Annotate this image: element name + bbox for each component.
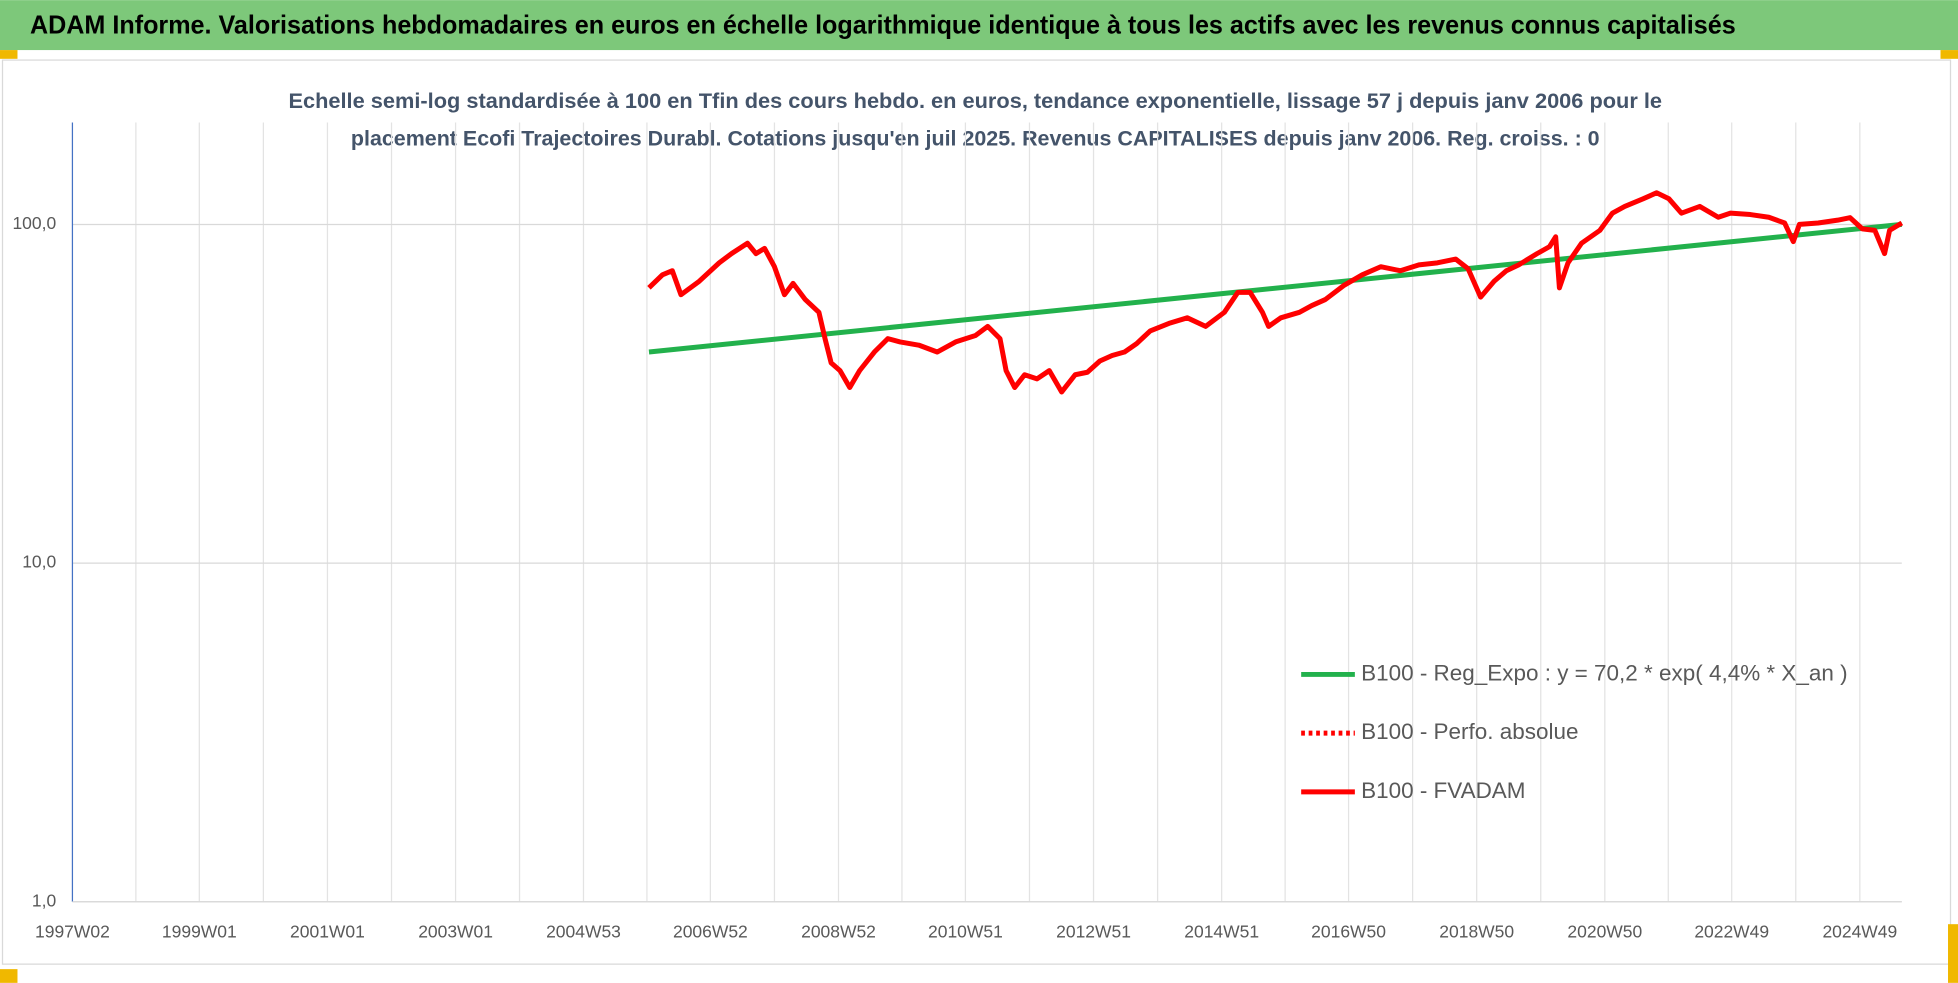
corner (0, 969, 18, 983)
x-tick-label: 2024W49 (1822, 922, 1897, 942)
x-tick-label: 2022W49 (1694, 922, 1769, 942)
y-tick-label: 1,0 (32, 890, 57, 910)
header-title: ADAM Informe. Valorisations hebdomadaire… (30, 9, 1736, 39)
x-tick-label: 2004W53 (546, 922, 621, 942)
x-tick-label: 2012W51 (1056, 922, 1131, 942)
x-tick-label: 2003W01 (418, 922, 493, 942)
corner (1940, 50, 1958, 59)
x-tick-label: 1997W02 (35, 922, 110, 942)
x-tick-label: 2014W51 (1184, 922, 1259, 942)
x-tick-label: 2016W50 (1311, 922, 1386, 942)
x-tick-label: 2020W50 (1567, 922, 1642, 942)
y-tick-label: 10,0 (22, 552, 56, 572)
legend-label: B100 - FVADAM (1361, 778, 1525, 803)
series-line (648, 221, 1903, 355)
legend-label: B100 - Perfo. absolue (1361, 719, 1578, 744)
chart-title: placement Ecofi Trajectoires Durabl. Cot… (351, 128, 1600, 151)
corner (0, 50, 18, 59)
chart-title: Echelle semi-log standardisée à 100 en T… (288, 90, 1662, 113)
y-tick-label: 100,0 (12, 213, 56, 233)
header-bar (0, 0, 1958, 51)
x-tick-label: 2008W52 (801, 922, 876, 942)
corner (1948, 924, 1958, 983)
x-tick-label: 2006W52 (673, 922, 748, 942)
x-tick-label: 1999W01 (162, 922, 237, 942)
legend-label: B100 - Reg_Expo : y = 70,2 * exp( 4,4% *… (1361, 660, 1847, 685)
x-tick-label: 2010W51 (928, 922, 1003, 942)
chart-frame (1, 59, 1952, 965)
x-tick-label: 2018W50 (1439, 922, 1514, 942)
x-tick-label: 2001W01 (290, 922, 365, 942)
series-line (647, 190, 1904, 395)
